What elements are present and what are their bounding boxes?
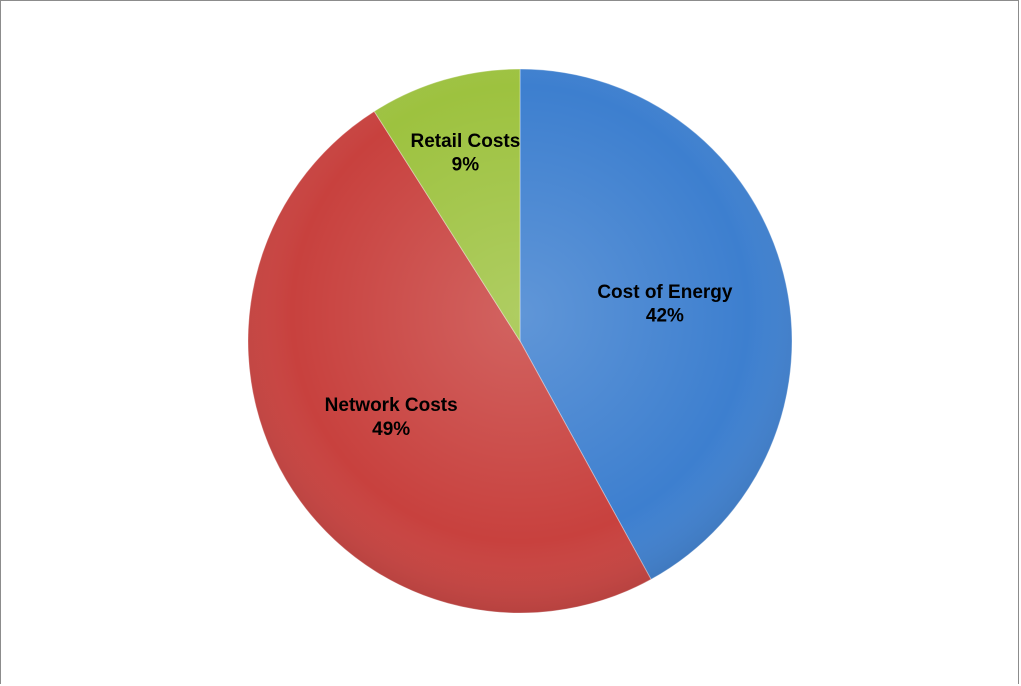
data-label-cost-of-energy: Cost of Energy 42%	[597, 282, 733, 327]
data-label-retail-costs: Retail Costs 9%	[410, 131, 520, 176]
data-label-network-costs: Network Costs 49%	[325, 395, 458, 440]
